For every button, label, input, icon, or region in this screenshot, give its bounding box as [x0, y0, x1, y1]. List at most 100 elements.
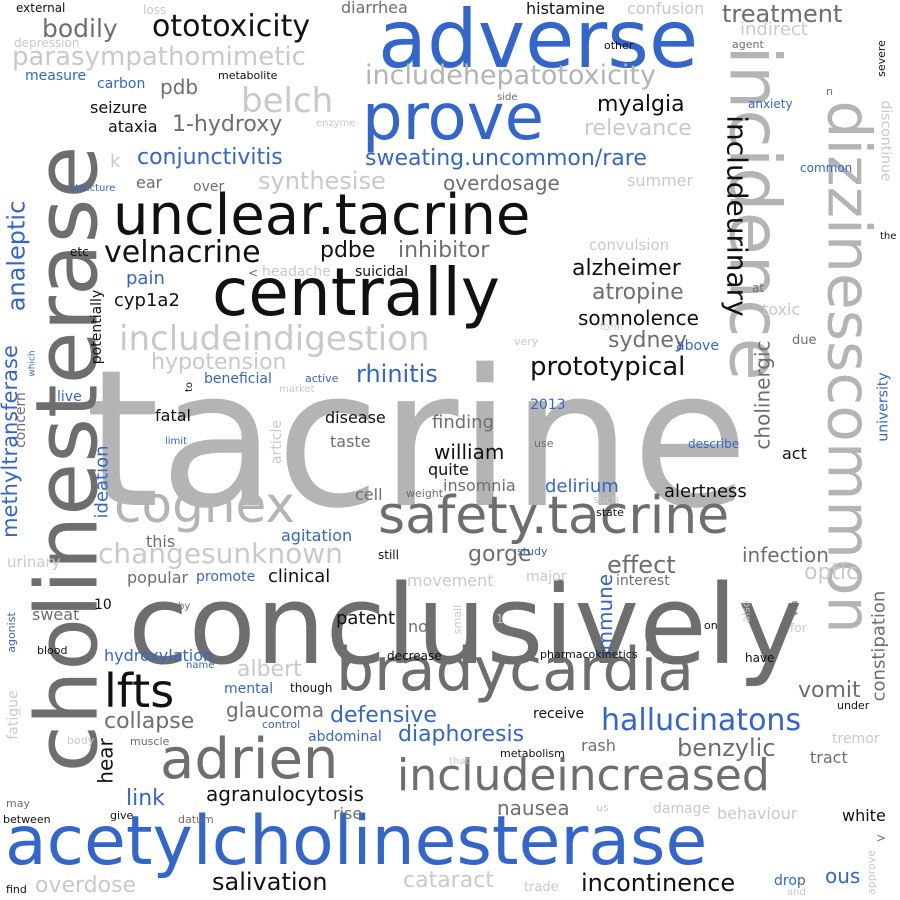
- word-limit: limit: [165, 436, 187, 447]
- word-under: under: [837, 699, 870, 712]
- word-us: us: [596, 801, 609, 814]
- word-1: 1: [496, 612, 504, 626]
- word-pharmacokinetics: pharmacokinetics: [540, 648, 638, 661]
- word-lt: <: [248, 266, 259, 280]
- word-above: above: [676, 338, 719, 354]
- word-confusion: confusion: [627, 0, 705, 18]
- word-includehepatotoxicity: includehepatotoxicity: [365, 60, 657, 91]
- word-conclusively: conclusively: [128, 561, 803, 689]
- word-collapse: collapse: [104, 709, 195, 734]
- word-form: form: [600, 322, 624, 333]
- word-metabolite: metabolite: [218, 69, 278, 82]
- word-study: study: [517, 545, 548, 558]
- word-may: may: [6, 797, 30, 810]
- word-changesunknown: changesunknown: [98, 537, 343, 570]
- word-includeincreased: includeincreased: [397, 750, 770, 801]
- word-lfts: lfts: [104, 664, 175, 718]
- word-nausea: nausea: [497, 796, 570, 820]
- word-diaphoresis: diaphoresis: [398, 722, 525, 747]
- word-for: for: [790, 621, 807, 635]
- word-etc: etc: [70, 245, 89, 259]
- word-overdose: overdose: [35, 873, 137, 898]
- word-includeindigestion: includeindigestion: [119, 319, 430, 359]
- word-constipation: constipation: [867, 590, 889, 701]
- word-hydroxylation: hydroxylation: [104, 646, 214, 665]
- word-safety-tacrine: safety.tacrine: [378, 486, 730, 546]
- word-live: live: [57, 389, 82, 405]
- word-white: white: [842, 806, 886, 825]
- word-pain: pain: [126, 268, 165, 289]
- word-immune: immune: [593, 573, 618, 657]
- word-clinical: clinical: [268, 566, 331, 587]
- word-datum: datum: [178, 813, 214, 826]
- word-and: and: [787, 887, 806, 898]
- word-which: which: [27, 349, 38, 377]
- word-tract: tract: [810, 748, 848, 767]
- word-enzyme: enzyme: [316, 118, 356, 129]
- word-conjunctivitis: conjunctivitis: [137, 145, 283, 170]
- word-major: major: [526, 569, 567, 585]
- word-use: use: [534, 437, 554, 450]
- word-n: n: [826, 85, 833, 98]
- word-discontinue: discontinue: [876, 100, 893, 181]
- word-weight: weight: [406, 487, 444, 500]
- word-2013: 2013: [530, 397, 566, 413]
- word-drop: drop: [774, 873, 806, 889]
- word-body: body: [67, 734, 95, 747]
- word-inhibitor: inhibitor: [398, 238, 490, 263]
- word-velnacrine: velnacrine: [104, 235, 261, 270]
- word-finding: finding: [432, 412, 495, 433]
- word-bradycardia: bradycardia: [336, 635, 695, 705]
- word-state: state: [596, 506, 624, 519]
- word-defensive: defensive: [330, 703, 437, 728]
- word-external: external: [16, 1, 66, 15]
- word-includeurinary: includeurinary: [720, 114, 754, 317]
- word-1-hydroxy: 1-hydroxy: [172, 112, 283, 137]
- word-agonist: agonist: [4, 612, 18, 653]
- word-not: not: [408, 617, 435, 636]
- word-ear: ear: [136, 173, 163, 192]
- word-10: 10: [94, 597, 112, 613]
- word-fatal: fatal: [155, 406, 191, 425]
- word-cell: cell: [355, 485, 383, 504]
- word-carbon: carbon: [97, 76, 146, 92]
- word-belch: belch: [241, 81, 334, 121]
- word-analeptic: analeptic: [1, 200, 30, 311]
- word-such: such: [593, 493, 619, 506]
- word-agitation: agitation: [281, 526, 353, 545]
- word-suicidal: suicidal: [355, 264, 408, 280]
- word-link: link: [126, 786, 165, 811]
- word-find: find: [6, 883, 27, 896]
- word-article: article: [268, 420, 285, 464]
- word-bodily: bodily: [42, 14, 118, 43]
- word-taste: taste: [330, 432, 371, 451]
- word-convulsion: convulsion: [589, 236, 670, 254]
- word-insomnia: insomnia: [443, 476, 516, 495]
- word-act: act: [782, 444, 807, 463]
- word-concern: concern: [12, 392, 29, 448]
- word-headache: headache: [262, 264, 331, 280]
- word-pdb: pdb: [160, 75, 199, 99]
- word-ideation: ideation: [91, 444, 113, 519]
- word-hypotension: hypotension: [151, 350, 287, 375]
- word-common: common: [800, 161, 853, 175]
- word-severe: severe: [874, 40, 888, 77]
- word-benzylic: benzylic: [677, 734, 776, 762]
- word-behaviour: behaviour: [717, 804, 798, 823]
- word-hallucinatons: hallucinatons: [601, 703, 802, 738]
- word-ototoxicity: ototoxicity: [152, 9, 311, 44]
- word-rash: rash: [581, 736, 616, 755]
- word-over: over: [193, 179, 225, 195]
- word-fatigue: fatigue: [5, 689, 22, 740]
- word-tremor: tremor: [832, 731, 880, 747]
- word-due: due: [792, 333, 817, 348]
- word-receive: receive: [533, 706, 585, 722]
- word-depression: depression: [14, 36, 80, 50]
- word-structure: structure: [70, 183, 116, 194]
- word-gt: >: [876, 831, 887, 845]
- word-hear: hear: [93, 737, 118, 784]
- word-pdbe: pdbe: [320, 238, 376, 263]
- word-cholinergic: cholinergic: [750, 339, 775, 450]
- word-atropine: atropine: [592, 280, 684, 305]
- word-relevance: relevance: [584, 116, 692, 141]
